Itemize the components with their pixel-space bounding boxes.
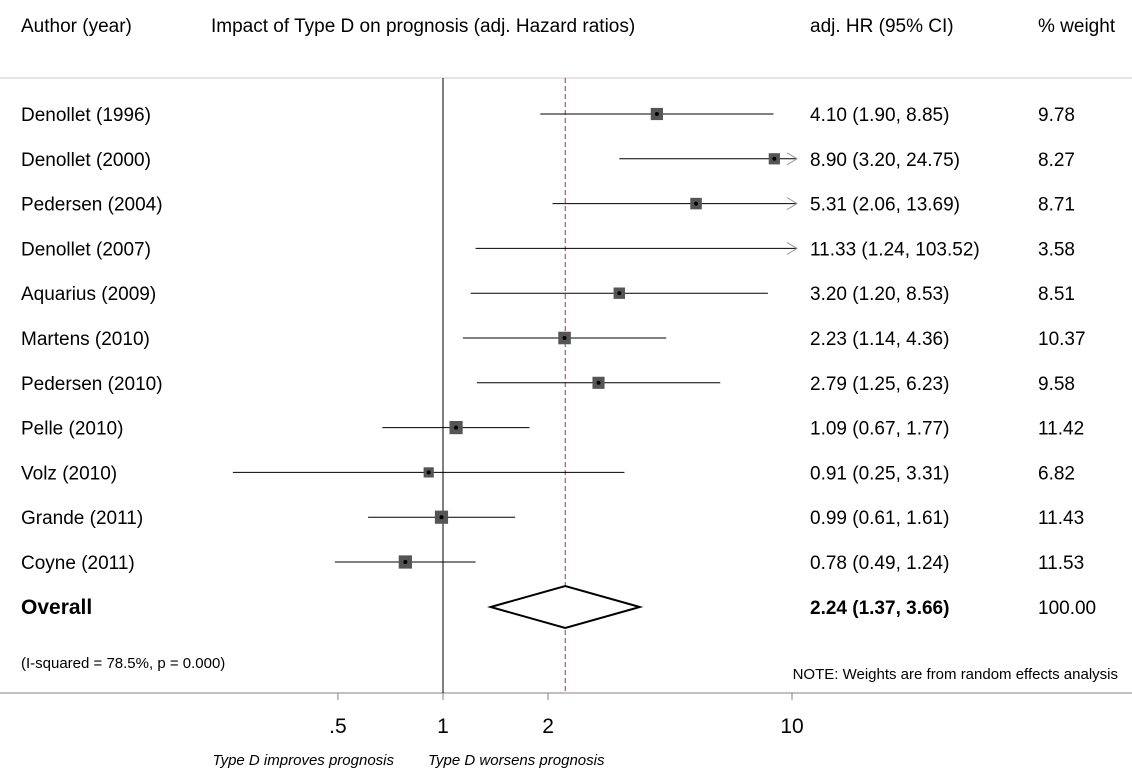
x-tick-label: 10: [780, 715, 803, 738]
weight-value: 10.37: [1038, 329, 1086, 350]
study-label: Grande (2011): [21, 508, 143, 529]
x-tick-label: 2: [542, 715, 554, 738]
weight-value: 3.58: [1038, 239, 1075, 260]
hr-ci-text: 2.23 (1.14, 4.36): [810, 329, 949, 350]
study-row: Denollet (2000) 8.90 (3.20, 24.75) 8.27: [21, 150, 1075, 171]
hr-ci-text: 0.78 (0.49, 1.24): [810, 553, 949, 574]
study-row: Volz (2010) 0.91 (0.25, 3.31) 6.82: [21, 463, 1075, 484]
hr-ci-text: 8.90 (3.20, 24.75): [810, 150, 960, 171]
study-row: Pedersen (2010) 2.79 (1.25, 6.23) 9.58: [21, 374, 1075, 395]
hr-ci-text: 1.09 (0.67, 1.77): [810, 419, 949, 440]
point-estimate: [772, 156, 777, 161]
heterogeneity-note: (I-squared = 78.5%, p = 0.000): [21, 655, 225, 672]
study-label: Denollet (2000): [21, 150, 151, 171]
study-label: Coyne (2011): [21, 553, 135, 574]
overall-hr-text: 2.24 (1.37, 3.66): [810, 598, 949, 619]
hr-ci-text: 11.33 (1.24, 103.52): [810, 239, 980, 260]
study-row: Denollet (1996) 4.10 (1.90, 8.85) 9.78: [21, 105, 1075, 126]
point-estimate: [596, 380, 601, 385]
study-row: Aquarius (2009) 3.20 (1.20, 8.53) 8.51: [21, 284, 1075, 305]
point-estimate: [403, 560, 408, 564]
weight-value: 8.51: [1038, 284, 1075, 305]
weight-value: 8.27: [1038, 150, 1075, 171]
weight-value: 9.58: [1038, 374, 1075, 395]
hr-ci-text: 5.31 (2.06, 13.69): [810, 195, 960, 216]
study-row: Denollet (2007) 11.33 (1.24, 103.52) 3.58: [21, 239, 1075, 260]
study-label: Volz (2010): [21, 463, 117, 484]
weight-value: 8.71: [1038, 195, 1075, 216]
point-estimate: [426, 470, 431, 475]
ci-arrow: [786, 197, 798, 211]
point-estimate: [439, 515, 444, 520]
study-label: Pelle (2010): [21, 419, 123, 440]
weight-value: 6.82: [1038, 463, 1075, 484]
hr-ci-text: 0.91 (0.25, 3.31): [810, 463, 949, 484]
point-estimate: [562, 336, 567, 340]
study-label: Denollet (1996): [21, 105, 151, 126]
hr-ci-text: 2.79 (1.25, 6.23): [810, 374, 949, 395]
study-label: Denollet (2007): [21, 239, 151, 260]
study-label: Pedersen (2004): [21, 195, 163, 216]
ci-arrow: [786, 152, 798, 166]
study-row: Martens (2010) 2.23 (1.14, 4.36) 10.37: [21, 329, 1086, 350]
overall-diamond: [487, 584, 644, 630]
point-estimate: [654, 112, 659, 116]
x-tick-label: 1: [437, 715, 449, 738]
study-row: Grande (2011) 0.99 (0.61, 1.61) 11.43: [21, 508, 1084, 529]
hr-ci-text: 3.20 (1.20, 8.53): [810, 284, 949, 305]
hr-ci-text: 0.99 (0.61, 1.61): [810, 508, 949, 529]
point-estimate: [454, 425, 459, 430]
study-row: Pedersen (2004) 5.31 (2.06, 13.69) 8.71: [21, 195, 1075, 216]
header-hr: adj. HR (95% CI): [810, 16, 954, 37]
study-row: Pelle (2010) 1.09 (0.67, 1.77) 11.42: [21, 419, 1084, 440]
weight-value: 11.42: [1038, 419, 1084, 440]
study-label: Aquarius (2009): [21, 284, 156, 305]
overall-label: Overall: [21, 596, 92, 619]
left-direction-label: Type D improves prognosis: [213, 752, 395, 769]
point-estimate: [694, 201, 699, 206]
weight-value: 9.78: [1038, 105, 1075, 126]
header-weight: % weight: [1038, 16, 1116, 37]
header-plot: Impact of Type D on prognosis (adj. Haza…: [211, 16, 635, 37]
study-label: Pedersen (2010): [21, 374, 163, 395]
x-tick-label: .5: [329, 715, 347, 738]
header-author: Author (year): [21, 16, 132, 37]
right-direction-label: Type D worsens prognosis: [428, 752, 605, 769]
overall-weight: 100.00: [1038, 598, 1096, 619]
hr-ci-text: 4.10 (1.90, 8.85): [810, 105, 949, 126]
point-estimate: [617, 291, 622, 296]
study-label: Martens (2010): [21, 329, 150, 350]
ci-arrow: [786, 241, 798, 255]
weight-value: 11.53: [1038, 553, 1084, 574]
weight-value: 11.43: [1038, 508, 1084, 529]
study-row: Coyne (2011) 0.78 (0.49, 1.24) 11.53: [21, 553, 1084, 574]
weights-note: NOTE: Weights are from random effects an…: [793, 666, 1118, 683]
